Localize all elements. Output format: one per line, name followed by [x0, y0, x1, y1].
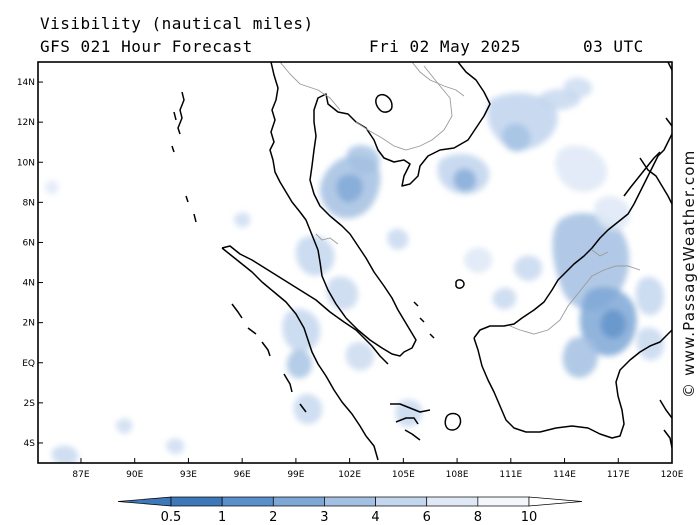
colorbar-label: 10 — [521, 510, 538, 525]
visibility-patch — [514, 255, 543, 281]
visibility-patch — [453, 168, 477, 192]
visibility-patch — [345, 342, 374, 371]
longitude-tick-label: 102E — [338, 470, 361, 480]
visibility-patch — [233, 212, 251, 228]
visibility-patch — [492, 287, 517, 310]
visibility-field — [44, 77, 664, 463]
visibility-patch — [563, 77, 593, 98]
longitude-tick-label: 93E — [180, 470, 197, 480]
colorbar-label: 6 — [423, 510, 431, 525]
colorbar-cell — [477, 496, 530, 507]
visibility-patch — [336, 174, 363, 203]
coastline-andaman-islands — [171, 91, 185, 153]
colorbar-label: 2 — [269, 510, 277, 525]
longitude-tick-label: 105E — [392, 470, 415, 480]
colorbar-cell — [170, 496, 223, 507]
border-thailand-laos — [279, 62, 341, 111]
coastline-myanmar — [269, 62, 319, 251]
visibility-patch — [295, 236, 335, 276]
border-thailand-cambodia — [355, 65, 453, 151]
coastline-java-north — [390, 403, 431, 441]
coastlines — [171, 62, 672, 461]
latitude-tick-label: 2S — [24, 399, 36, 409]
forecast-time: 03 UTC — [583, 37, 644, 56]
visibility-patch — [115, 418, 133, 434]
latitude-axis: 14N 12N 10N 8N 6N 4N 2N EQ 2S 4S — [17, 78, 43, 449]
longitude-tick-label: 108E — [446, 470, 469, 480]
longitude-tick-label: 99E — [287, 470, 304, 480]
colorbar-label: 1 — [218, 510, 226, 525]
coastline-riau-islands — [413, 301, 435, 339]
latitude-tick-label: 8N — [23, 198, 35, 208]
longitude-tick-label: 120E — [661, 470, 684, 480]
visibility-patch — [387, 228, 409, 250]
border-sabah — [591, 249, 609, 257]
coastline-borneo-south — [473, 329, 672, 439]
latitude-tick-label: 10N — [17, 158, 35, 168]
colorbar-label: 0.5 — [161, 510, 182, 525]
visibility-patch — [293, 393, 323, 425]
coastline-nicobar-islands — [185, 195, 197, 223]
coastline-hainan-gulf — [375, 94, 393, 113]
latitude-tick-label: EQ — [22, 359, 35, 369]
coastline-bangka — [444, 412, 462, 431]
coastline-sumatra — [221, 245, 389, 461]
latitude-tick-label: 4S — [24, 439, 36, 449]
visibility-patch — [44, 180, 59, 195]
coastline-borneo — [473, 133, 672, 339]
colorbar-low-extension — [117, 496, 172, 507]
colorbar-label: 4 — [371, 510, 379, 525]
colorbar-label: 3 — [320, 510, 328, 525]
visibility-patch — [346, 145, 380, 175]
longitude-tick-label: 87E — [72, 470, 89, 480]
map-frame — [37, 61, 673, 464]
colorbar-cell — [426, 496, 479, 507]
coastline-palawan — [623, 151, 661, 197]
visibility-colorbar: 0.5 1 2 3 4 6 8 10 — [117, 496, 583, 525]
forecast-label: GFS 021 Hour Forecast — [40, 37, 253, 56]
longitude-axis: 87E 90E 93E 96E 99E 102E 105E 108E 111E 114E 117E 1… — [72, 458, 684, 480]
visibility-patch — [594, 196, 631, 231]
visibility-patch — [286, 349, 312, 379]
coastline-anambas — [455, 279, 465, 289]
visibility-patch — [165, 438, 185, 455]
visibility-patch — [51, 445, 79, 463]
longitude-tick-label: 117E — [607, 470, 630, 480]
latitude-tick-label: 12N — [17, 118, 35, 128]
longitude-tick-label: 114E — [553, 470, 576, 480]
colorbar-cell — [272, 496, 325, 507]
visibility-patch — [282, 308, 321, 352]
border-laos-vietnam — [411, 62, 465, 97]
latitude-tick-label: 4N — [23, 279, 35, 289]
map-area — [38, 62, 672, 463]
border-borneo — [509, 265, 641, 335]
colorbar-cell — [221, 496, 274, 507]
longitude-tick-label: 90E — [126, 470, 143, 480]
visibility-patch — [555, 145, 608, 192]
colorbar-cell — [375, 496, 428, 507]
visibility-patch — [552, 213, 630, 311]
forecast-date: Fri 02 May 2025 — [369, 37, 521, 56]
colorbar-high-extension — [528, 496, 583, 507]
visibility-patch — [464, 247, 493, 273]
visibility-patch — [502, 123, 531, 152]
colorbar-label: 8 — [474, 510, 482, 525]
border-thailand-malaysia — [315, 233, 339, 245]
visibility-patch — [635, 276, 664, 316]
coastline-malay-peninsula — [309, 62, 491, 357]
longitude-tick-label: 111E — [499, 470, 522, 480]
colorbar-cell — [324, 496, 376, 507]
longitude-tick-label: 96E — [234, 470, 251, 480]
visibility-patch — [636, 327, 664, 361]
country-borders — [279, 62, 641, 335]
latitude-tick-label: 14N — [17, 78, 35, 88]
visibility-patch — [600, 309, 626, 339]
coastline-mentawai — [231, 303, 307, 413]
latitude-tick-label: 6N — [23, 238, 35, 248]
visibility-patch — [562, 336, 598, 378]
map-title: Visibility (nautical miles) — [40, 14, 314, 33]
latitude-tick-label: 2N — [23, 319, 35, 329]
